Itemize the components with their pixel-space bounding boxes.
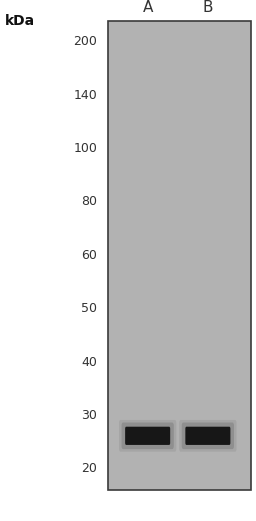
Bar: [108, 21, 251, 490]
FancyBboxPatch shape: [119, 420, 176, 452]
Text: B: B: [202, 1, 213, 15]
Text: 60: 60: [81, 249, 97, 262]
Text: 80: 80: [81, 195, 97, 208]
FancyBboxPatch shape: [179, 420, 237, 452]
Text: 140: 140: [73, 89, 97, 102]
FancyBboxPatch shape: [185, 427, 230, 445]
Text: 20: 20: [81, 463, 97, 475]
FancyBboxPatch shape: [182, 423, 234, 449]
Text: 30: 30: [81, 409, 97, 422]
Text: A: A: [143, 1, 153, 15]
FancyBboxPatch shape: [125, 427, 170, 445]
FancyBboxPatch shape: [122, 423, 174, 449]
Text: 50: 50: [81, 302, 97, 315]
Text: 200: 200: [73, 35, 97, 48]
Text: 100: 100: [73, 142, 97, 155]
Text: 40: 40: [81, 356, 97, 368]
Text: kDa: kDa: [5, 14, 35, 28]
